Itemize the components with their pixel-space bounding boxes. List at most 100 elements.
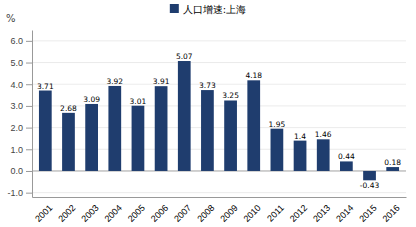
bar <box>132 106 145 171</box>
x-axis-line <box>33 197 407 198</box>
x-tick-label: 2009 <box>218 203 239 224</box>
y-axis-title: % <box>6 13 16 24</box>
x-tick-label: 2013 <box>311 203 332 224</box>
y-tick: 1.0 <box>10 145 32 155</box>
y-tick-mark <box>26 106 32 107</box>
x-tick: 2006 <box>149 203 170 224</box>
data-label: 3.25 <box>222 91 239 100</box>
data-label: 3.92 <box>106 77 123 86</box>
x-tick-label: 2010 <box>242 203 263 224</box>
chart-container: -1.00.01.02.03.04.05.06.0200120022003200… <box>0 0 416 227</box>
data-label: -0.43 <box>360 181 380 190</box>
bars <box>39 61 399 180</box>
y-tick-mark <box>26 84 32 85</box>
data-label: 3.01 <box>130 97 147 106</box>
x-tick-label: 2014 <box>334 203 355 224</box>
x-tick: 2002 <box>56 203 77 224</box>
grid-line <box>32 62 406 63</box>
y-tick-mark <box>26 128 32 129</box>
x-tick: 2007 <box>172 203 193 224</box>
y-tick-label: -1.0 <box>7 188 23 198</box>
data-label: 3.73 <box>199 81 216 90</box>
x-tick: 2016 <box>380 203 401 224</box>
x-tick: 2001 <box>33 203 54 224</box>
bar <box>271 129 284 171</box>
x-tick-label: 2005 <box>126 203 147 224</box>
data-label: 3.91 <box>153 77 170 86</box>
x-tick: 2011 <box>265 203 286 224</box>
data-label: 3.09 <box>83 95 100 104</box>
legend: 人口增速:上海 <box>170 4 246 15</box>
x-tick-label: 2002 <box>56 203 77 224</box>
x-tick-label: 2006 <box>149 203 170 224</box>
y-tick-label: 5.0 <box>10 58 23 68</box>
data-label: 5.07 <box>176 52 193 61</box>
y-axis: -1.0 0.0 1.0 2.0 3.0 4.0 5.0 6.0 <box>7 31 32 199</box>
x-tick-label: 2004 <box>103 203 124 224</box>
plot-area: -1.00.01.02.03.04.05.06.0200120022003200… <box>7 31 406 225</box>
legend-swatch <box>170 4 179 13</box>
y-tick: 5.0 <box>10 58 32 68</box>
bar <box>39 91 52 171</box>
y-tick: 3.0 <box>10 101 32 111</box>
y-tick-mark <box>26 149 32 150</box>
x-tick: 2010 <box>242 203 263 224</box>
y-tick-mark <box>26 41 32 42</box>
y-tick-label: 0.0 <box>10 166 23 176</box>
x-tick: 2003 <box>79 203 100 224</box>
y-tick: 2.0 <box>10 123 32 133</box>
chart-svg: -1.00.01.02.03.04.05.06.0200120022003200… <box>0 0 416 227</box>
x-tick-label: 2011 <box>265 203 286 224</box>
data-label: 2.68 <box>60 104 77 113</box>
x-tick: 2012 <box>288 203 309 224</box>
x-tick-label: 2001 <box>33 203 54 224</box>
data-label: 1.4 <box>294 132 306 141</box>
bar <box>224 100 237 170</box>
y-tick-mark <box>26 171 32 172</box>
data-label: 1.95 <box>269 120 286 129</box>
data-label: 4.18 <box>245 71 262 80</box>
bar <box>178 61 191 171</box>
data-label: 3.71 <box>37 82 54 91</box>
grid-line <box>32 192 406 193</box>
x-tick: 2014 <box>334 203 355 224</box>
data-label: 0.44 <box>338 152 355 161</box>
bar <box>155 86 168 171</box>
bar <box>317 139 330 171</box>
data-label: 1.46 <box>315 130 332 139</box>
y-tick: 4.0 <box>10 80 32 90</box>
y-axis-line <box>32 31 33 198</box>
grid-line <box>32 84 406 85</box>
x-tick: 2008 <box>195 203 216 224</box>
y-tick-mark <box>26 193 32 194</box>
grid <box>32 41 406 193</box>
bar <box>386 167 399 171</box>
bar <box>62 113 75 171</box>
x-tick: 2009 <box>218 203 239 224</box>
x-axis: 2001200220032004200520062007200820092010… <box>33 198 407 225</box>
y-tick-label: 1.0 <box>10 145 23 155</box>
bar <box>108 86 121 171</box>
bar <box>294 141 307 171</box>
x-tick-label: 2015 <box>357 203 378 224</box>
x-tick-label: 2007 <box>172 203 193 224</box>
y-tick-mark <box>26 63 32 64</box>
x-tick: 2013 <box>311 203 332 224</box>
grid-line <box>32 40 406 41</box>
data-label: 0.18 <box>384 158 401 167</box>
bar <box>201 90 214 171</box>
x-tick-label: 2003 <box>79 203 100 224</box>
x-tick-label: 2012 <box>288 203 309 224</box>
x-tick-label: 2016 <box>380 203 401 224</box>
y-tick-label: 3.0 <box>10 101 23 111</box>
bar <box>247 80 260 171</box>
legend-label: 人口增速:上海 <box>183 4 246 15</box>
y-tick: -1.0 <box>7 188 32 198</box>
y-tick-label: 6.0 <box>10 36 23 46</box>
x-tick: 2005 <box>126 203 147 224</box>
bar <box>85 104 98 171</box>
x-tick: 2004 <box>103 203 124 224</box>
bar <box>340 161 353 171</box>
x-tick: 2015 <box>357 203 378 224</box>
y-tick-label: 4.0 <box>10 80 23 90</box>
